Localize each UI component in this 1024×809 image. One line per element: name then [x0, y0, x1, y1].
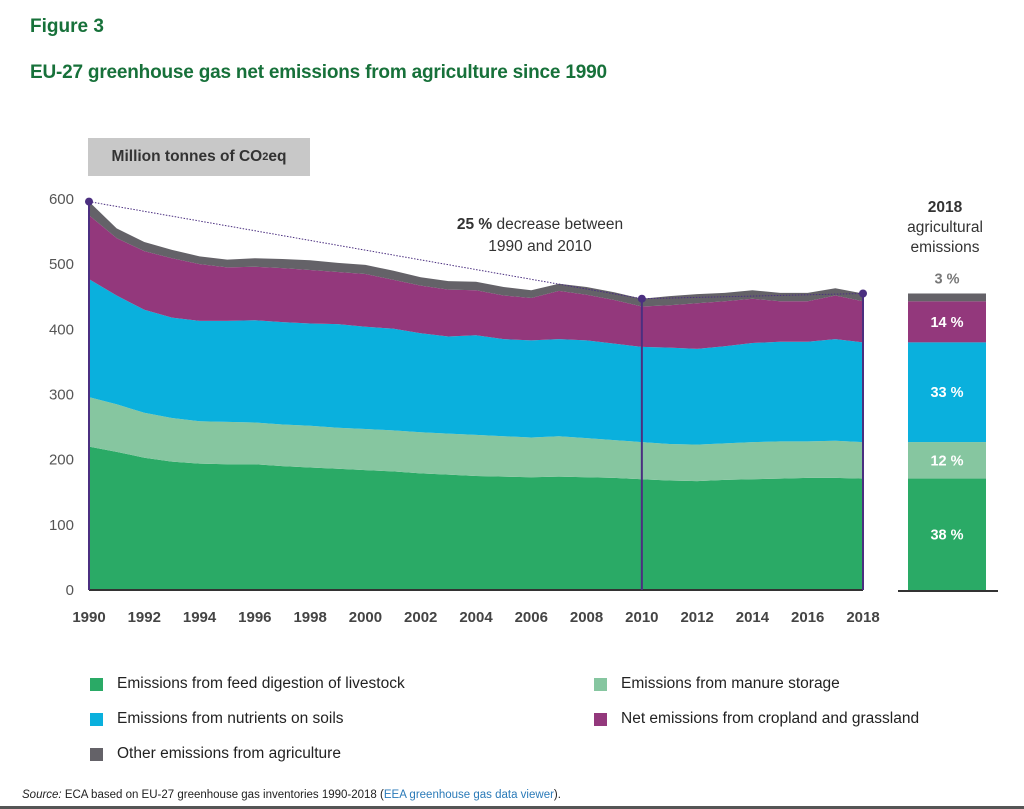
- legend-item-manure: Emissions from manure storage: [594, 675, 840, 693]
- legend-item-cropland: Net emissions from cropland and grasslan…: [594, 710, 919, 728]
- legend-label: Emissions from nutrients on soils: [117, 710, 344, 727]
- source-note: Source: ECA based on EU-27 greenhouse ga…: [22, 789, 561, 801]
- x-tick-label: 2002: [404, 609, 437, 626]
- legend-swatch-soils: [90, 712, 103, 726]
- share-label-manure: 12 %: [930, 453, 963, 469]
- y-tick-label: 600: [49, 191, 74, 208]
- reference-point-1990: [85, 197, 93, 206]
- legend-label: Emissions from manure storage: [621, 675, 840, 692]
- reference-point-2018: [859, 289, 867, 298]
- x-tick-label: 2008: [570, 609, 603, 626]
- chart-title: EU-27 greenhouse gas net emissions from …: [30, 62, 607, 83]
- side-panel-heading: 2018 agricultural emissions: [880, 198, 1010, 258]
- side-bar-segment-other: [908, 293, 986, 302]
- y-tick-label: 200: [49, 452, 74, 469]
- x-tick-label: 2016: [791, 609, 824, 626]
- side-panel-line2: emissions: [910, 239, 980, 256]
- y-tick-label: 100: [49, 517, 74, 534]
- area-other: [89, 201, 863, 307]
- source-text: ECA based on EU-27 greenhouse gas invent…: [61, 789, 384, 801]
- unit-subscript: 2: [262, 151, 269, 163]
- side-bar-segment-soils: [908, 342, 986, 443]
- y-tick-label: 0: [66, 582, 74, 599]
- legend-item-livestock: Emissions from feed digestion of livesto…: [90, 675, 405, 693]
- y-tick-label: 500: [49, 256, 74, 273]
- legend-label: Net emissions from cropland and grasslan…: [621, 710, 920, 727]
- side-bar-segment-manure: [908, 442, 986, 479]
- legend-label: Emissions from feed digestion of livesto…: [117, 675, 405, 692]
- reference-point-2010: [637, 294, 646, 303]
- x-tick-label: 1994: [183, 609, 217, 626]
- x-tick-label: 2006: [515, 609, 548, 626]
- source-link[interactable]: EEA greenhouse gas data viewer: [383, 789, 554, 801]
- share-label-cropland: 14 %: [930, 315, 963, 331]
- decrease-annotation: 25 % decrease between 1990 and 2010: [410, 214, 670, 258]
- x-tick-label: 1992: [128, 609, 161, 626]
- legend-label: Other emissions from agriculture: [117, 745, 341, 762]
- legend-item-soils: Emissions from nutrients on soils: [90, 710, 344, 728]
- legend-swatch-livestock: [90, 677, 103, 691]
- legend-swatch-cropland: [594, 712, 607, 726]
- share-label-livestock: 38 %: [930, 527, 963, 543]
- side-panel-line1: agricultural: [907, 219, 983, 236]
- share-label-other: 3 %: [935, 271, 960, 287]
- annotation-text: decrease between: [492, 216, 624, 233]
- figure-label: Figure 3: [30, 16, 104, 37]
- x-tick-label: 2000: [349, 609, 382, 626]
- unit-suffix: eq: [268, 148, 287, 165]
- x-tick-label: 2010: [625, 609, 658, 626]
- area-manure: [89, 397, 863, 482]
- x-tick-label: 2014: [736, 609, 770, 626]
- x-tick-label: 2004: [459, 609, 493, 626]
- trend-line-1990-2010: [88, 201, 642, 300]
- area-livestock: [89, 446, 863, 590]
- source-suffix: ).: [553, 789, 561, 801]
- y-axis-ticks: 0 100 200 300 400 500 600: [49, 191, 74, 599]
- annotation-line2: 1990 and 2010: [488, 238, 592, 255]
- side-bar-segment-livestock: [908, 478, 986, 590]
- annotation-percent: 25 %: [456, 216, 493, 233]
- legend-swatch-other: [90, 747, 103, 761]
- legend-swatch-manure: [594, 677, 607, 691]
- source-prefix: Source:: [22, 789, 62, 801]
- side-panel-year: 2018: [927, 199, 963, 216]
- side-bar-2018: 38 % 12 % 33 % 14 % 3 %: [898, 271, 998, 592]
- y-tick-label: 300: [49, 387, 74, 404]
- trend-line-2010-2018: [641, 292, 864, 300]
- area-cropland: [89, 215, 863, 349]
- x-tick-label: 1998: [293, 609, 326, 626]
- legend-item-other: Other emissions from agriculture: [90, 745, 341, 763]
- reference-markers: [85, 197, 867, 590]
- x-tick-label: 1990: [72, 609, 105, 626]
- x-tick-label: 2012: [680, 609, 713, 626]
- x-tick-label: 1996: [238, 609, 271, 626]
- side-bar-segment-cropland: [908, 301, 986, 343]
- y-tick-label: 400: [49, 321, 74, 338]
- y-axis-unit-label: Million tonnes of CO 2 eq: [88, 138, 310, 176]
- unit-prefix: Million tonnes of CO: [111, 148, 263, 165]
- x-axis-ticks: 1990 1992 1994 1996 1998 2000 2002 2004 2006 2008…: [72, 609, 879, 626]
- bottom-rule: [0, 806, 1024, 809]
- share-label-soils: 33 %: [930, 385, 963, 401]
- x-tick-label: 2018: [846, 609, 879, 626]
- area-layers: [88, 199, 863, 591]
- area-soils: [89, 279, 863, 445]
